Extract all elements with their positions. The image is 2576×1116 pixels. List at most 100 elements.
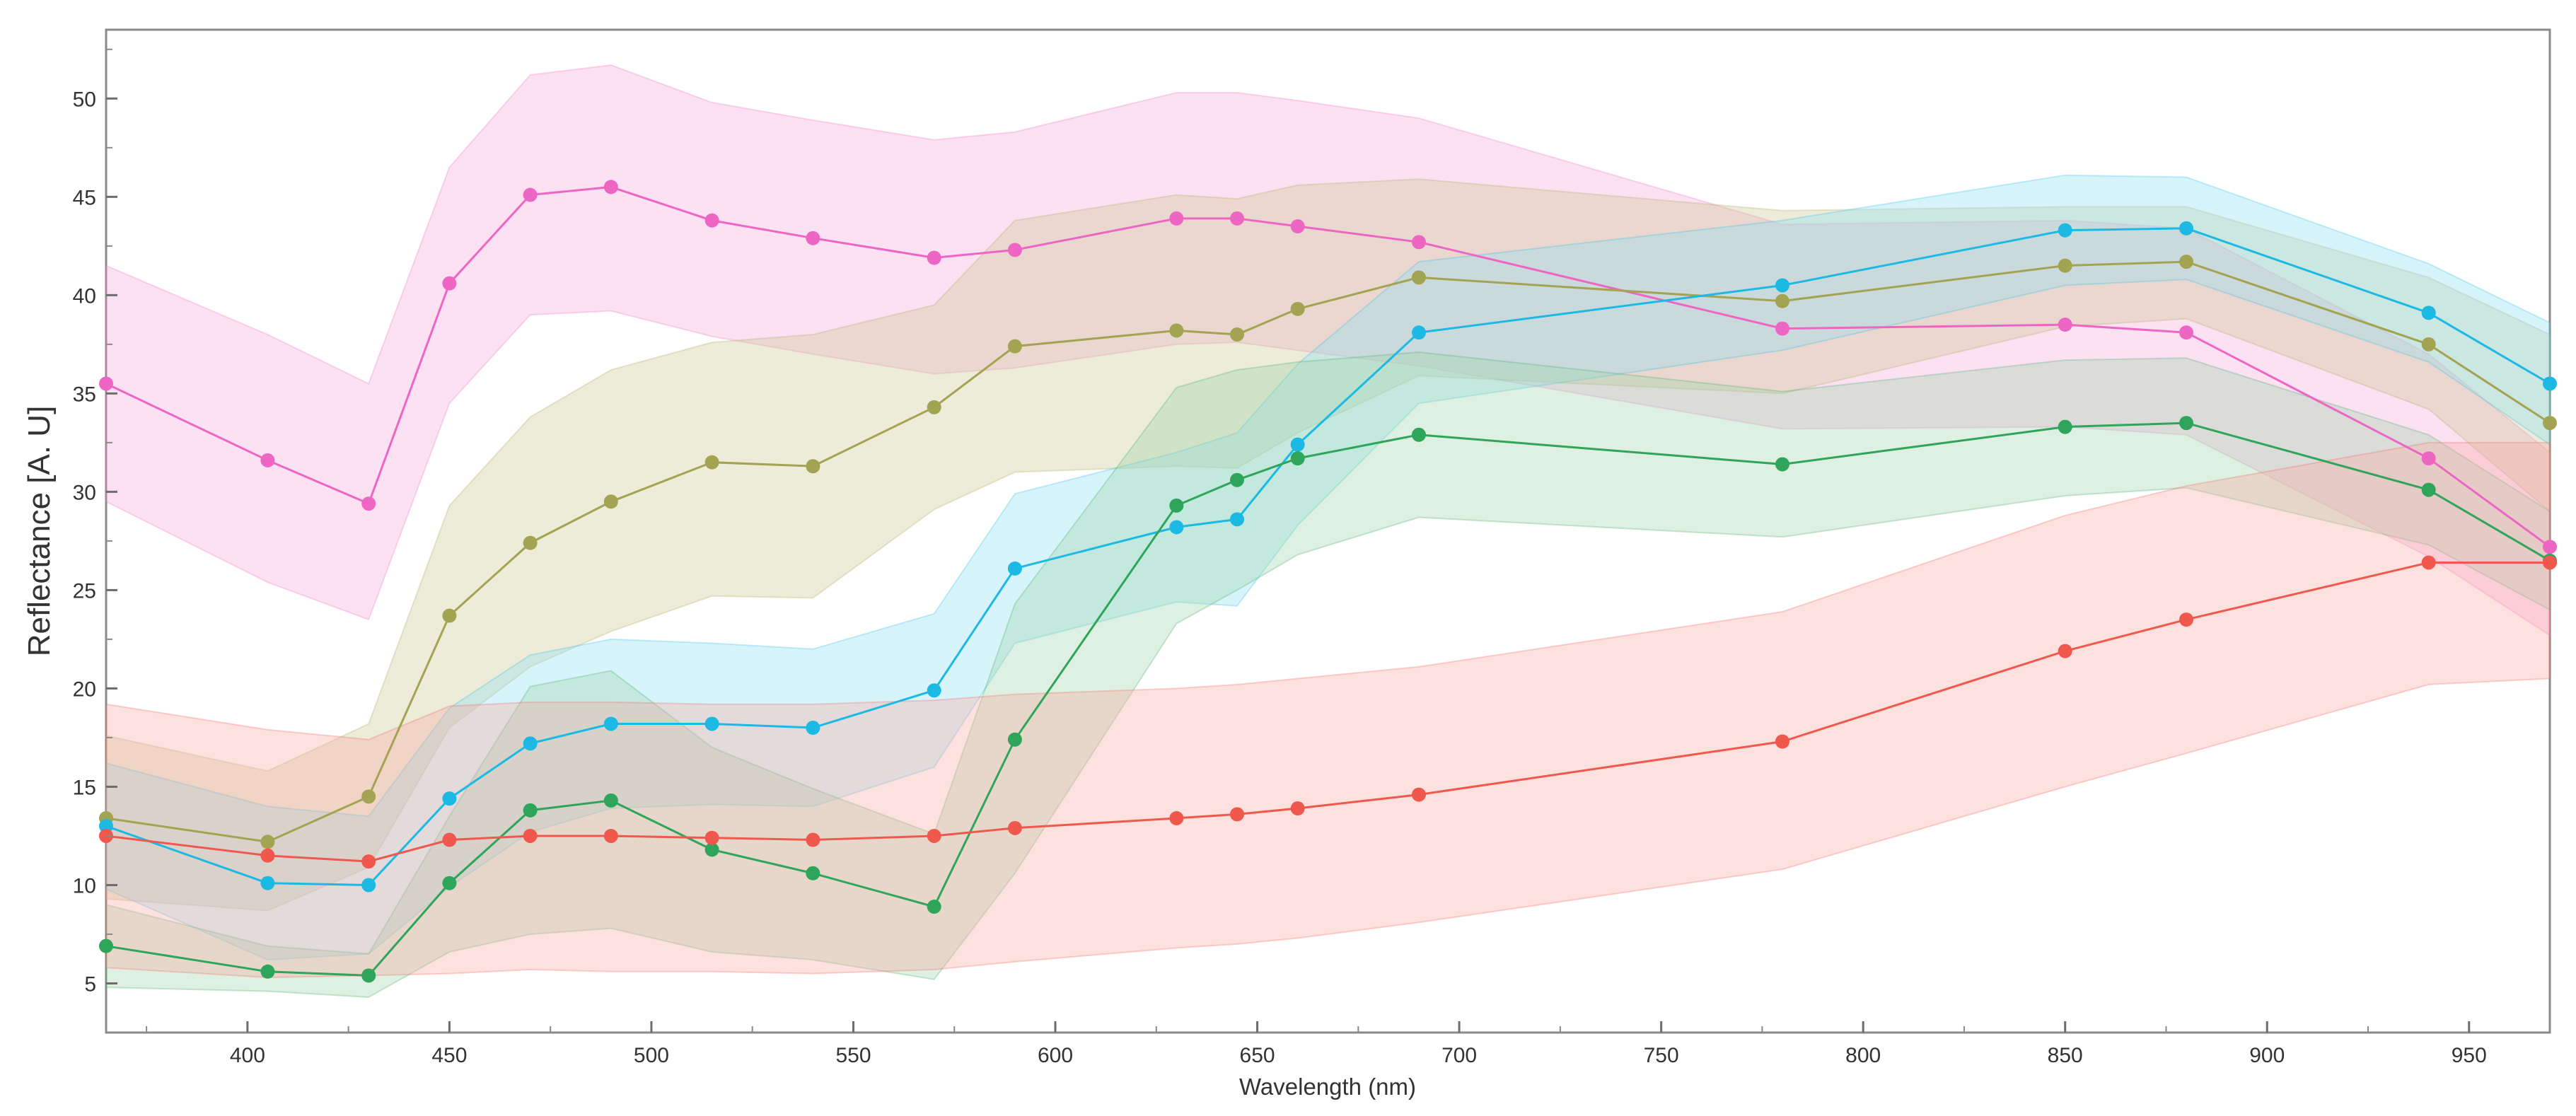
point-pink xyxy=(361,496,376,511)
y-tick-label: 30 xyxy=(73,481,96,504)
point-cyan xyxy=(2543,376,2557,391)
point-olive xyxy=(1007,339,1022,354)
point-cyan xyxy=(1775,278,1789,293)
point-pink xyxy=(2421,451,2436,466)
point-green xyxy=(442,876,457,890)
x-axis: 400 450 500 550 600 650 700 750 800 850 900 950 xyxy=(146,1021,2487,1067)
band-pink xyxy=(105,64,2551,637)
point-red xyxy=(927,828,941,843)
point-cyan xyxy=(99,819,113,834)
point-green xyxy=(1775,457,1789,472)
x-tick-label: 800 xyxy=(1845,1044,1881,1067)
point-pink xyxy=(603,180,618,194)
point-olive xyxy=(704,455,719,470)
point-olive xyxy=(1169,323,1184,338)
point-olive xyxy=(1775,293,1789,308)
x-tick-label: 900 xyxy=(2249,1044,2285,1067)
x-tick-label: 850 xyxy=(2048,1044,2083,1067)
point-green xyxy=(2179,416,2194,431)
x-axis-title: Wavelength (nm) xyxy=(1239,1074,1416,1100)
point-pink xyxy=(1290,219,1305,234)
point-pink xyxy=(1169,211,1184,226)
point-olive xyxy=(260,835,275,849)
point-green xyxy=(704,842,719,857)
point-olive xyxy=(2543,416,2557,431)
y-tick-label: 10 xyxy=(73,874,96,897)
point-olive xyxy=(2179,255,2194,269)
point-pink xyxy=(1411,235,1426,250)
point-red xyxy=(2543,555,2557,570)
point-pink xyxy=(2058,318,2072,332)
point-olive xyxy=(1411,270,1426,285)
point-olive xyxy=(603,494,618,509)
y-tick-label: 50 xyxy=(73,88,96,111)
point-green xyxy=(1411,427,1426,442)
point-olive xyxy=(2421,337,2436,351)
band-cyan xyxy=(105,174,2551,961)
point-pink xyxy=(442,276,457,291)
point-olive xyxy=(1290,301,1305,316)
point-red xyxy=(704,830,719,845)
point-red xyxy=(2179,612,2194,627)
point-red xyxy=(2421,555,2436,570)
x-tick-label: 600 xyxy=(1038,1044,1073,1067)
point-red xyxy=(442,832,457,847)
point-cyan xyxy=(1230,512,1245,527)
point-green xyxy=(1230,472,1245,487)
point-red xyxy=(1007,820,1022,835)
point-green xyxy=(1007,732,1022,747)
point-olive xyxy=(2058,258,2072,273)
band-red xyxy=(105,441,2551,979)
point-pink xyxy=(927,250,941,265)
plot-area xyxy=(105,28,2551,1034)
point-cyan xyxy=(603,716,618,731)
point-olive xyxy=(1230,327,1245,342)
x-tick-label: 400 xyxy=(230,1044,265,1067)
point-pink xyxy=(1007,243,1022,257)
point-cyan xyxy=(260,876,275,890)
band-olive xyxy=(105,178,2551,912)
point-green xyxy=(99,938,113,953)
y-tick-label: 35 xyxy=(73,383,96,406)
point-red xyxy=(1411,787,1426,802)
point-cyan xyxy=(1007,561,1022,576)
x-tick-label: 950 xyxy=(2452,1044,2487,1067)
x-tick-label: 750 xyxy=(1644,1044,1679,1067)
y-axis-title: Reflectance [A. U] xyxy=(22,406,57,657)
point-cyan xyxy=(1290,437,1305,452)
point-pink xyxy=(99,376,113,391)
point-green xyxy=(603,793,618,808)
x-tick-label: 500 xyxy=(634,1044,669,1067)
point-olive xyxy=(523,535,538,550)
point-green xyxy=(1169,498,1184,513)
x-tick-label: 650 xyxy=(1240,1044,1275,1067)
point-cyan xyxy=(927,683,941,698)
point-pink xyxy=(1775,321,1789,336)
point-red xyxy=(260,848,275,863)
point-red xyxy=(523,828,538,843)
x-tick-label: 450 xyxy=(431,1044,467,1067)
point-red xyxy=(806,832,820,847)
y-tick-label: 20 xyxy=(73,678,96,701)
point-olive xyxy=(361,789,376,804)
y-tick-label: 45 xyxy=(73,186,96,209)
x-tick-label: 700 xyxy=(1441,1044,1477,1067)
y-tick-label: 15 xyxy=(73,776,96,799)
point-red xyxy=(603,828,618,843)
point-olive xyxy=(927,400,941,414)
point-red xyxy=(1230,807,1245,822)
point-green xyxy=(806,866,820,880)
point-green xyxy=(1290,451,1305,466)
point-cyan xyxy=(1169,520,1184,535)
point-pink xyxy=(806,231,820,245)
point-red xyxy=(1169,810,1184,825)
point-red xyxy=(361,854,376,869)
point-green xyxy=(361,968,376,983)
point-green xyxy=(523,803,538,818)
point-red xyxy=(1290,801,1305,816)
y-tick-label: 25 xyxy=(73,579,96,603)
point-green xyxy=(2058,419,2072,434)
point-red xyxy=(1775,734,1789,749)
y-tick-label: 40 xyxy=(73,284,96,308)
